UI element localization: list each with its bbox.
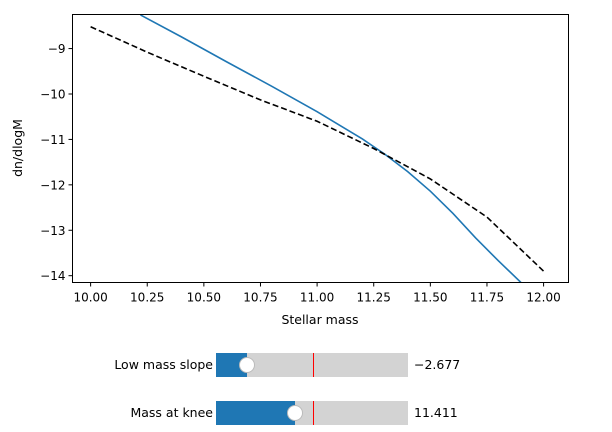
slider-track[interactable] — [216, 353, 408, 377]
plot-frame — [72, 14, 569, 283]
slider-label: Low mass slope — [114, 357, 213, 372]
slider-label: Mass at knee — [130, 405, 213, 420]
series-line-dashed — [90, 26, 545, 272]
slider-initial-marker — [312, 353, 315, 377]
x-tick-label: 10.75 — [243, 291, 277, 305]
slider-initial-marker — [312, 401, 315, 425]
y-tick-label: −12 — [40, 178, 65, 192]
x-axis-ticks: 10.00 10.25 10.50 10.75 11.00 11.25 11.50 11.75… — [73, 282, 561, 305]
slider-value: 11.411 — [414, 405, 458, 420]
slider-handle[interactable] — [238, 357, 255, 373]
x-tick-label: 11.75 — [470, 291, 504, 305]
slider-handle[interactable] — [286, 405, 303, 421]
x-tick-label: 11.50 — [413, 291, 447, 305]
chart-marks — [90, 14, 545, 283]
y-axis-ticks: −9 −10 −11 −12 −13 −14 — [40, 42, 73, 283]
x-tick-label: 10.50 — [187, 291, 221, 305]
slider-fill — [216, 401, 295, 425]
series-line-solid — [140, 14, 522, 283]
y-tick-label: −10 — [40, 87, 65, 101]
x-tick-label: 11.00 — [300, 291, 334, 305]
x-tick-label: 10.25 — [130, 291, 164, 305]
slider-track[interactable] — [216, 401, 408, 425]
slider-mass-at-knee: Mass at knee 11.411 — [0, 401, 612, 425]
y-tick-label: −9 — [48, 42, 66, 56]
y-tick-label: −14 — [40, 269, 65, 283]
y-tick-label: −13 — [40, 224, 65, 238]
slider-low-mass-slope: Low mass slope −2.677 — [0, 353, 612, 377]
slider-value: −2.677 — [414, 357, 461, 372]
chart: 10.00 10.25 10.50 10.75 11.00 11.25 11.50 11.75… — [10, 14, 569, 327]
x-tick-label: 12.00 — [526, 291, 560, 305]
x-axis-label: Stellar mass — [281, 312, 358, 327]
x-tick-label: 10.00 — [73, 291, 107, 305]
x-tick-label: 11.25 — [357, 291, 391, 305]
y-tick-label: −11 — [40, 133, 65, 147]
y-axis-label: dn/dlogM — [10, 119, 25, 177]
